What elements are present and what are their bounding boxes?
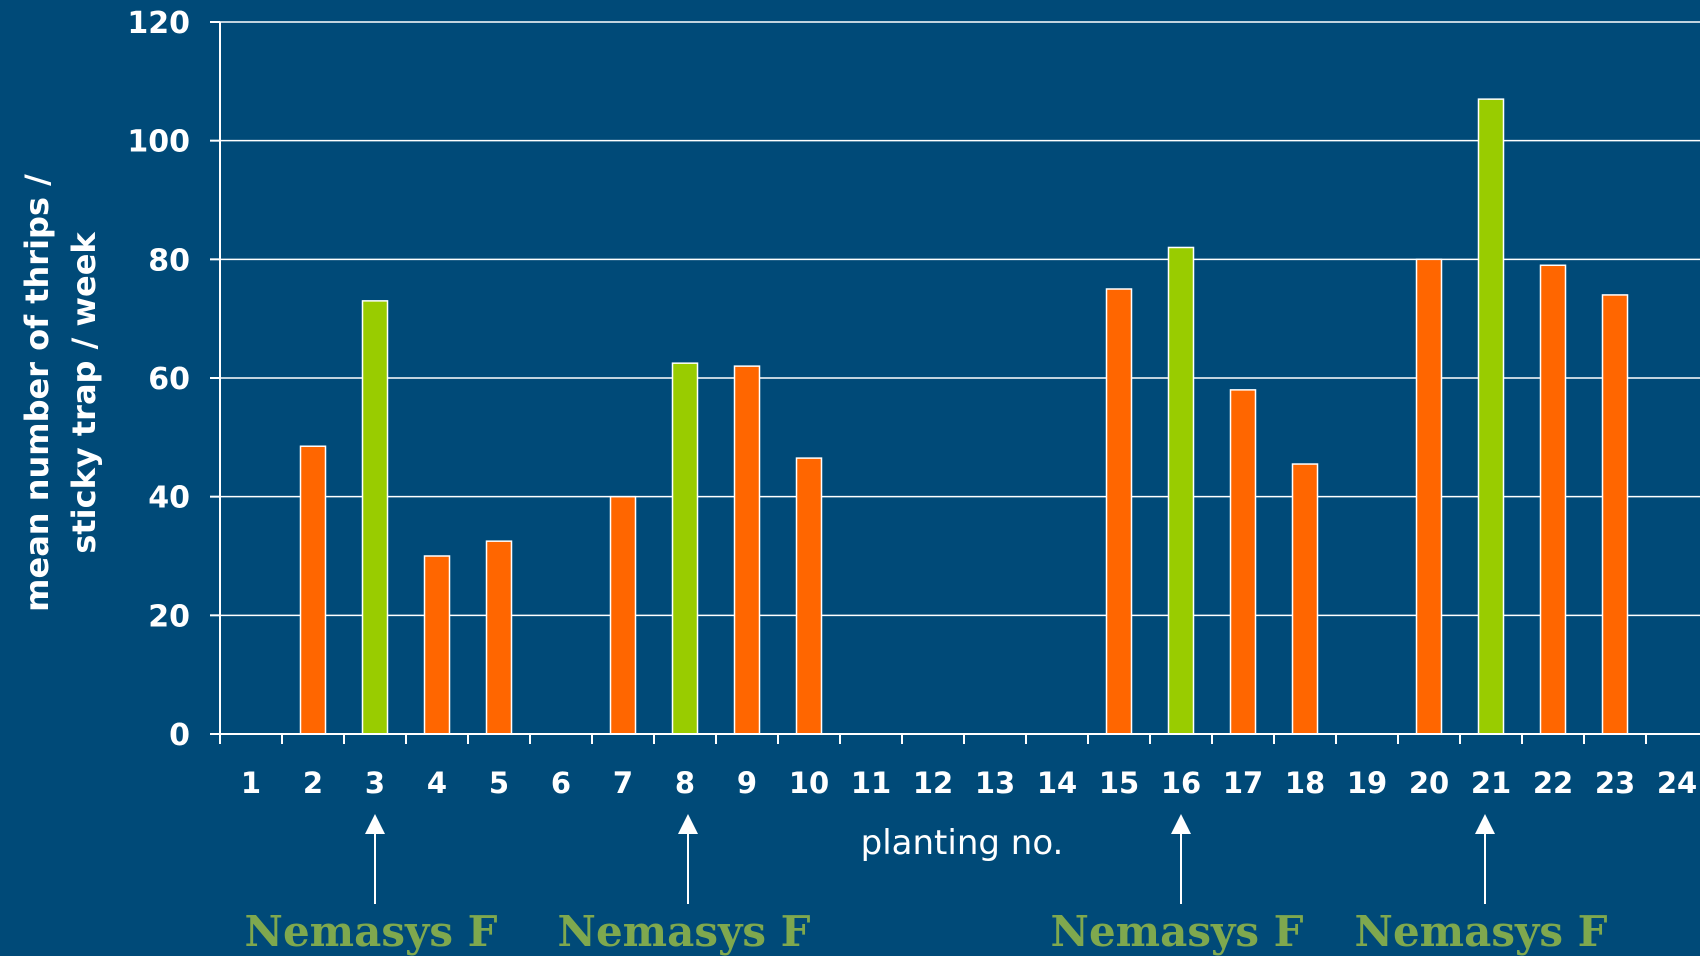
x-tick-label: 1 [241,766,261,800]
bar-planting-9 [735,366,760,734]
bar-planting-4 [425,556,450,734]
y-tick-label: 40 [148,481,190,516]
bar-planting-10 [797,458,822,734]
x-tick-label: 13 [975,766,1015,800]
y-tick-label: 60 [148,362,190,397]
bar-planting-16 [1169,247,1194,734]
x-tick-label: 10 [789,766,829,800]
x-tick-label: 16 [1161,766,1201,800]
x-tick-labels: 1 2 3 4 5 6 7 8 9 10 11 12 13 14 15 16 17 18 19 20 21 22 23 24 [241,766,1697,800]
bar-planting-20 [1417,259,1442,734]
y-tick-label: 120 [127,6,190,41]
annotation-label: Nemasys F [245,907,498,956]
x-tick-label: 7 [613,766,633,800]
x-tick-label: 5 [489,766,509,800]
bar-planting-17 [1231,390,1256,734]
x-axis-label: planting no. [861,823,1064,863]
y-axis-label: mean number of thrips / sticky trap / we… [18,174,103,612]
x-tick-label: 21 [1471,766,1511,800]
bar-planting-8 [673,363,698,734]
x-tick-label: 11 [851,766,891,800]
x-tick-label: 12 [913,766,953,800]
x-tick-label: 8 [675,766,695,800]
x-tick-label: 18 [1285,766,1325,800]
x-tick-label: 14 [1037,766,1077,800]
bar-planting-22 [1541,265,1566,734]
x-tick-label: 15 [1099,766,1139,800]
bar-planting-15 [1107,289,1132,734]
y-tick-label: 80 [148,243,190,278]
y-tick-labels: 0 20 40 60 80 100 120 [127,6,190,753]
x-tick-label: 6 [551,766,571,800]
x-tick-label: 20 [1409,766,1449,800]
bar-planting-21 [1479,99,1504,734]
bar-planting-3 [363,301,388,734]
y-tick-label: 20 [148,599,190,634]
bar-planting-23 [1603,295,1628,734]
x-tick-label: 23 [1595,766,1635,800]
x-tick-label: 4 [427,766,447,800]
y-tick-label: 100 [127,125,190,160]
bar-planting-7 [611,497,636,734]
y-axis-label-line-1: mean number of thrips / [18,174,56,612]
x-tick-label: 3 [365,766,385,800]
arrowhead-icon [365,814,385,834]
x-tick-label: 19 [1347,766,1387,800]
annotation-label: Nemasys F [1355,907,1608,956]
annotation-label: Nemasys F [558,907,811,956]
annotation-label: Nemasys F [1051,907,1304,956]
bars [301,99,1628,734]
bar-planting-18 [1293,464,1318,734]
y-tick-label: 0 [169,718,190,753]
x-tick-label: 9 [737,766,757,800]
y-axis-label-line-2: sticky trap / week [65,232,103,554]
bar-planting-2 [301,446,326,734]
arrowhead-icon [1475,814,1495,834]
arrowhead-icon [678,814,698,834]
x-tick-label: 2 [303,766,323,800]
arrowhead-icon [1171,814,1191,834]
bar-planting-5 [487,541,512,734]
x-tick-label: 24 [1657,766,1697,800]
x-tick-label: 17 [1223,766,1263,800]
x-tick-label: 22 [1533,766,1573,800]
